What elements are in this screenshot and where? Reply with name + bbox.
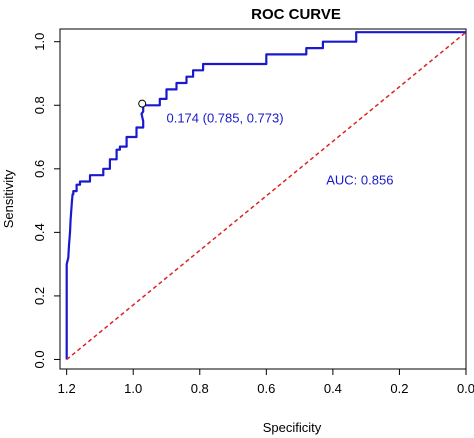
annotations: 0.174 (0.785, 0.773) AUC: 0.856: [166, 111, 393, 188]
x-axis: 1.2 1.0 0.8 0.6 0.4 0.2 0.0: [58, 369, 474, 396]
y-tick-label: 0.2: [32, 287, 47, 305]
y-axis: 0.0 0.2 0.4 0.6 0.8 1.0: [32, 33, 60, 369]
y-tick-label: 0.8: [32, 96, 47, 114]
x-tick-label: 1.2: [58, 381, 76, 396]
x-axis-title: Specificity: [263, 420, 322, 435]
threshold-annotation: 0.174 (0.785, 0.773): [166, 111, 283, 126]
series-layer: [65, 31, 467, 361]
x-tick-label: 1.0: [124, 381, 142, 396]
y-tick-label: 0.6: [32, 160, 47, 178]
reference-line: [66, 31, 467, 361]
plot-frame: [59, 28, 467, 370]
auc-annotation: AUC: 0.856: [326, 173, 393, 188]
x-tick-label: 0.6: [257, 381, 275, 396]
y-tick-label: 0.4: [32, 223, 47, 241]
roc-curve: [65, 31, 466, 360]
y-axis-title: Sensitivity: [1, 169, 16, 228]
y-tick-label: 1.0: [32, 33, 47, 51]
chart-title: ROC CURVE: [251, 6, 341, 23]
x-tick-label: 0.2: [390, 381, 408, 396]
x-tick-label: 0.8: [191, 381, 209, 396]
threshold-marker: [138, 99, 147, 108]
y-tick-label: 0.0: [32, 350, 47, 368]
x-tick-label: 0.4: [324, 381, 342, 396]
x-tick-label: 0.0: [457, 381, 474, 396]
